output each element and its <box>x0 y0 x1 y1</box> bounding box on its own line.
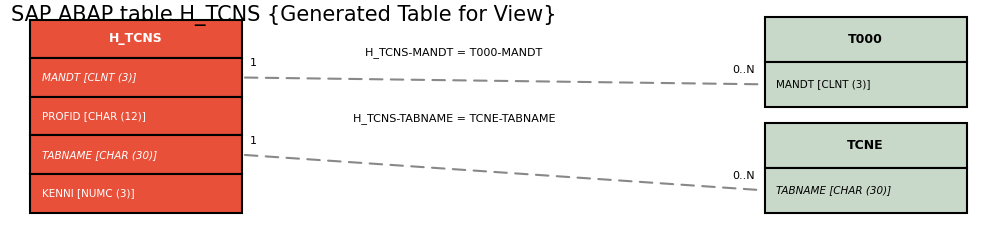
Text: KENNI [NUMC (3)]: KENNI [NUMC (3)] <box>42 188 134 198</box>
Text: TABNAME [CHAR (30)]: TABNAME [CHAR (30)] <box>42 150 157 160</box>
FancyBboxPatch shape <box>31 97 242 136</box>
FancyBboxPatch shape <box>31 19 242 58</box>
FancyBboxPatch shape <box>764 123 965 168</box>
Text: MANDT [CLNT (3)]: MANDT [CLNT (3)] <box>42 73 136 82</box>
Text: T000: T000 <box>847 33 882 46</box>
Text: TCNE: TCNE <box>846 139 883 152</box>
FancyBboxPatch shape <box>764 62 965 107</box>
Text: SAP ABAP table H_TCNS {Generated Table for View}: SAP ABAP table H_TCNS {Generated Table f… <box>11 5 555 26</box>
Text: TABNAME [CHAR (30)]: TABNAME [CHAR (30)] <box>776 185 890 195</box>
Text: H_TCNS-MANDT = T000-MANDT: H_TCNS-MANDT = T000-MANDT <box>365 47 542 58</box>
FancyBboxPatch shape <box>764 17 965 62</box>
FancyBboxPatch shape <box>764 168 965 213</box>
Text: 0..N: 0..N <box>732 171 754 181</box>
Text: 0..N: 0..N <box>732 65 754 75</box>
Text: 1: 1 <box>249 58 256 68</box>
Text: MANDT [CLNT (3)]: MANDT [CLNT (3)] <box>776 79 870 89</box>
Text: 1: 1 <box>249 136 256 146</box>
FancyBboxPatch shape <box>31 174 242 213</box>
FancyBboxPatch shape <box>31 58 242 97</box>
Text: H_TCNS: H_TCNS <box>109 32 163 45</box>
FancyBboxPatch shape <box>31 136 242 174</box>
Text: H_TCNS-TABNAME = TCNE-TABNAME: H_TCNS-TABNAME = TCNE-TABNAME <box>352 113 555 124</box>
Text: PROFID [CHAR (12)]: PROFID [CHAR (12)] <box>42 111 146 121</box>
